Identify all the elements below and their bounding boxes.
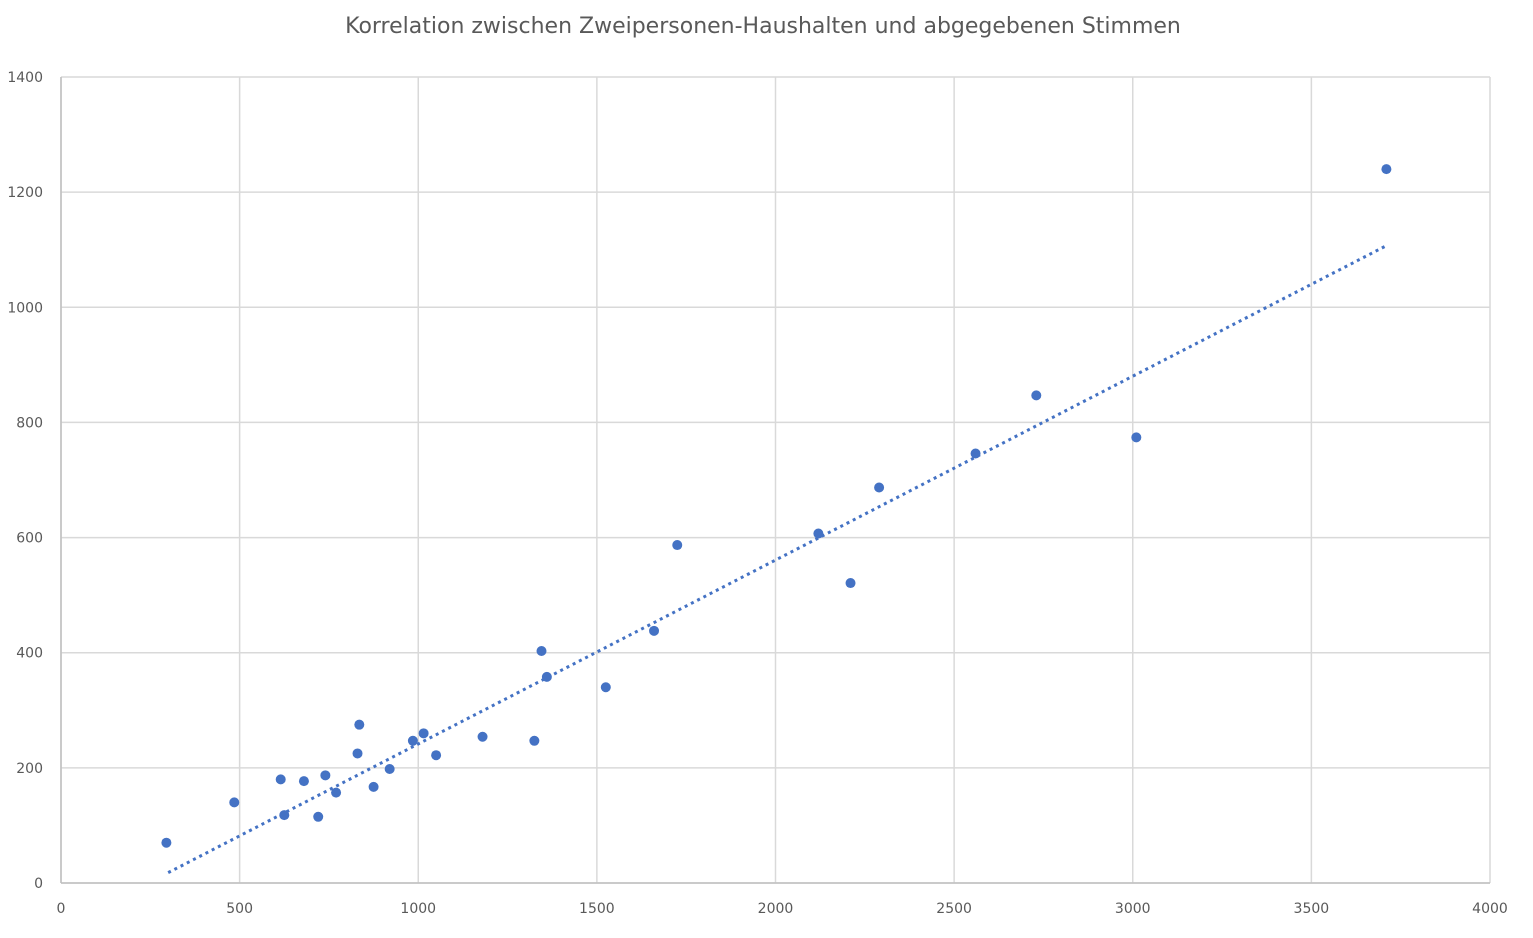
data-point (431, 750, 442, 761)
data-point (536, 645, 547, 656)
data-point (298, 776, 309, 787)
data-point (368, 781, 379, 792)
data-point (320, 770, 331, 781)
data-point (477, 731, 488, 742)
y-tick-label: 800 (16, 415, 43, 431)
data-point (418, 728, 429, 739)
data-point (529, 735, 540, 746)
data-point (384, 764, 395, 775)
x-tick-label: 3500 (1294, 901, 1330, 917)
data-point-layer (161, 164, 1392, 848)
y-tick-label: 1000 (7, 300, 43, 316)
y-tick-label: 400 (16, 646, 43, 662)
data-point (275, 774, 286, 785)
x-tick-label: 4000 (1472, 901, 1508, 917)
y-tick-label: 1400 (7, 70, 43, 86)
data-point (845, 578, 856, 589)
trendline-layer (167, 244, 1388, 874)
x-tick-label: 500 (226, 901, 253, 917)
data-point (813, 528, 824, 539)
data-point (600, 682, 611, 693)
axis-layer: 0 500 1000 1500 2000 2500 3000 3500 4000 0 200 400 6… (7, 70, 1507, 917)
data-point (331, 787, 342, 798)
y-tick-label: 200 (16, 761, 43, 777)
data-point (279, 810, 290, 821)
x-tick-label: 1500 (579, 901, 615, 917)
x-tick-label: 3000 (1115, 901, 1151, 917)
data-point (874, 482, 885, 493)
y-tick-label: 1200 (7, 185, 43, 201)
data-point (649, 625, 660, 636)
data-point (352, 748, 363, 759)
grid-layer (60, 76, 1491, 884)
data-point (229, 797, 240, 808)
data-point (1131, 432, 1142, 443)
x-tick-label: 2500 (936, 901, 972, 917)
data-point (161, 837, 172, 848)
data-point (672, 540, 683, 551)
y-tick-label: 0 (34, 876, 43, 892)
data-point (970, 448, 981, 459)
data-point (541, 671, 552, 682)
x-tick-label: 2000 (758, 901, 794, 917)
chart-title: Korrelation zwischen Zweipersonen-Hausha… (345, 14, 1181, 39)
y-tick-label: 600 (16, 531, 43, 547)
data-point (1381, 164, 1392, 175)
trendline (167, 244, 1388, 874)
x-tick-label: 0 (57, 901, 66, 917)
data-point (1031, 390, 1042, 401)
data-point (407, 735, 418, 746)
data-point (354, 719, 365, 730)
data-point (313, 811, 324, 822)
x-tick-label: 1000 (400, 901, 436, 917)
